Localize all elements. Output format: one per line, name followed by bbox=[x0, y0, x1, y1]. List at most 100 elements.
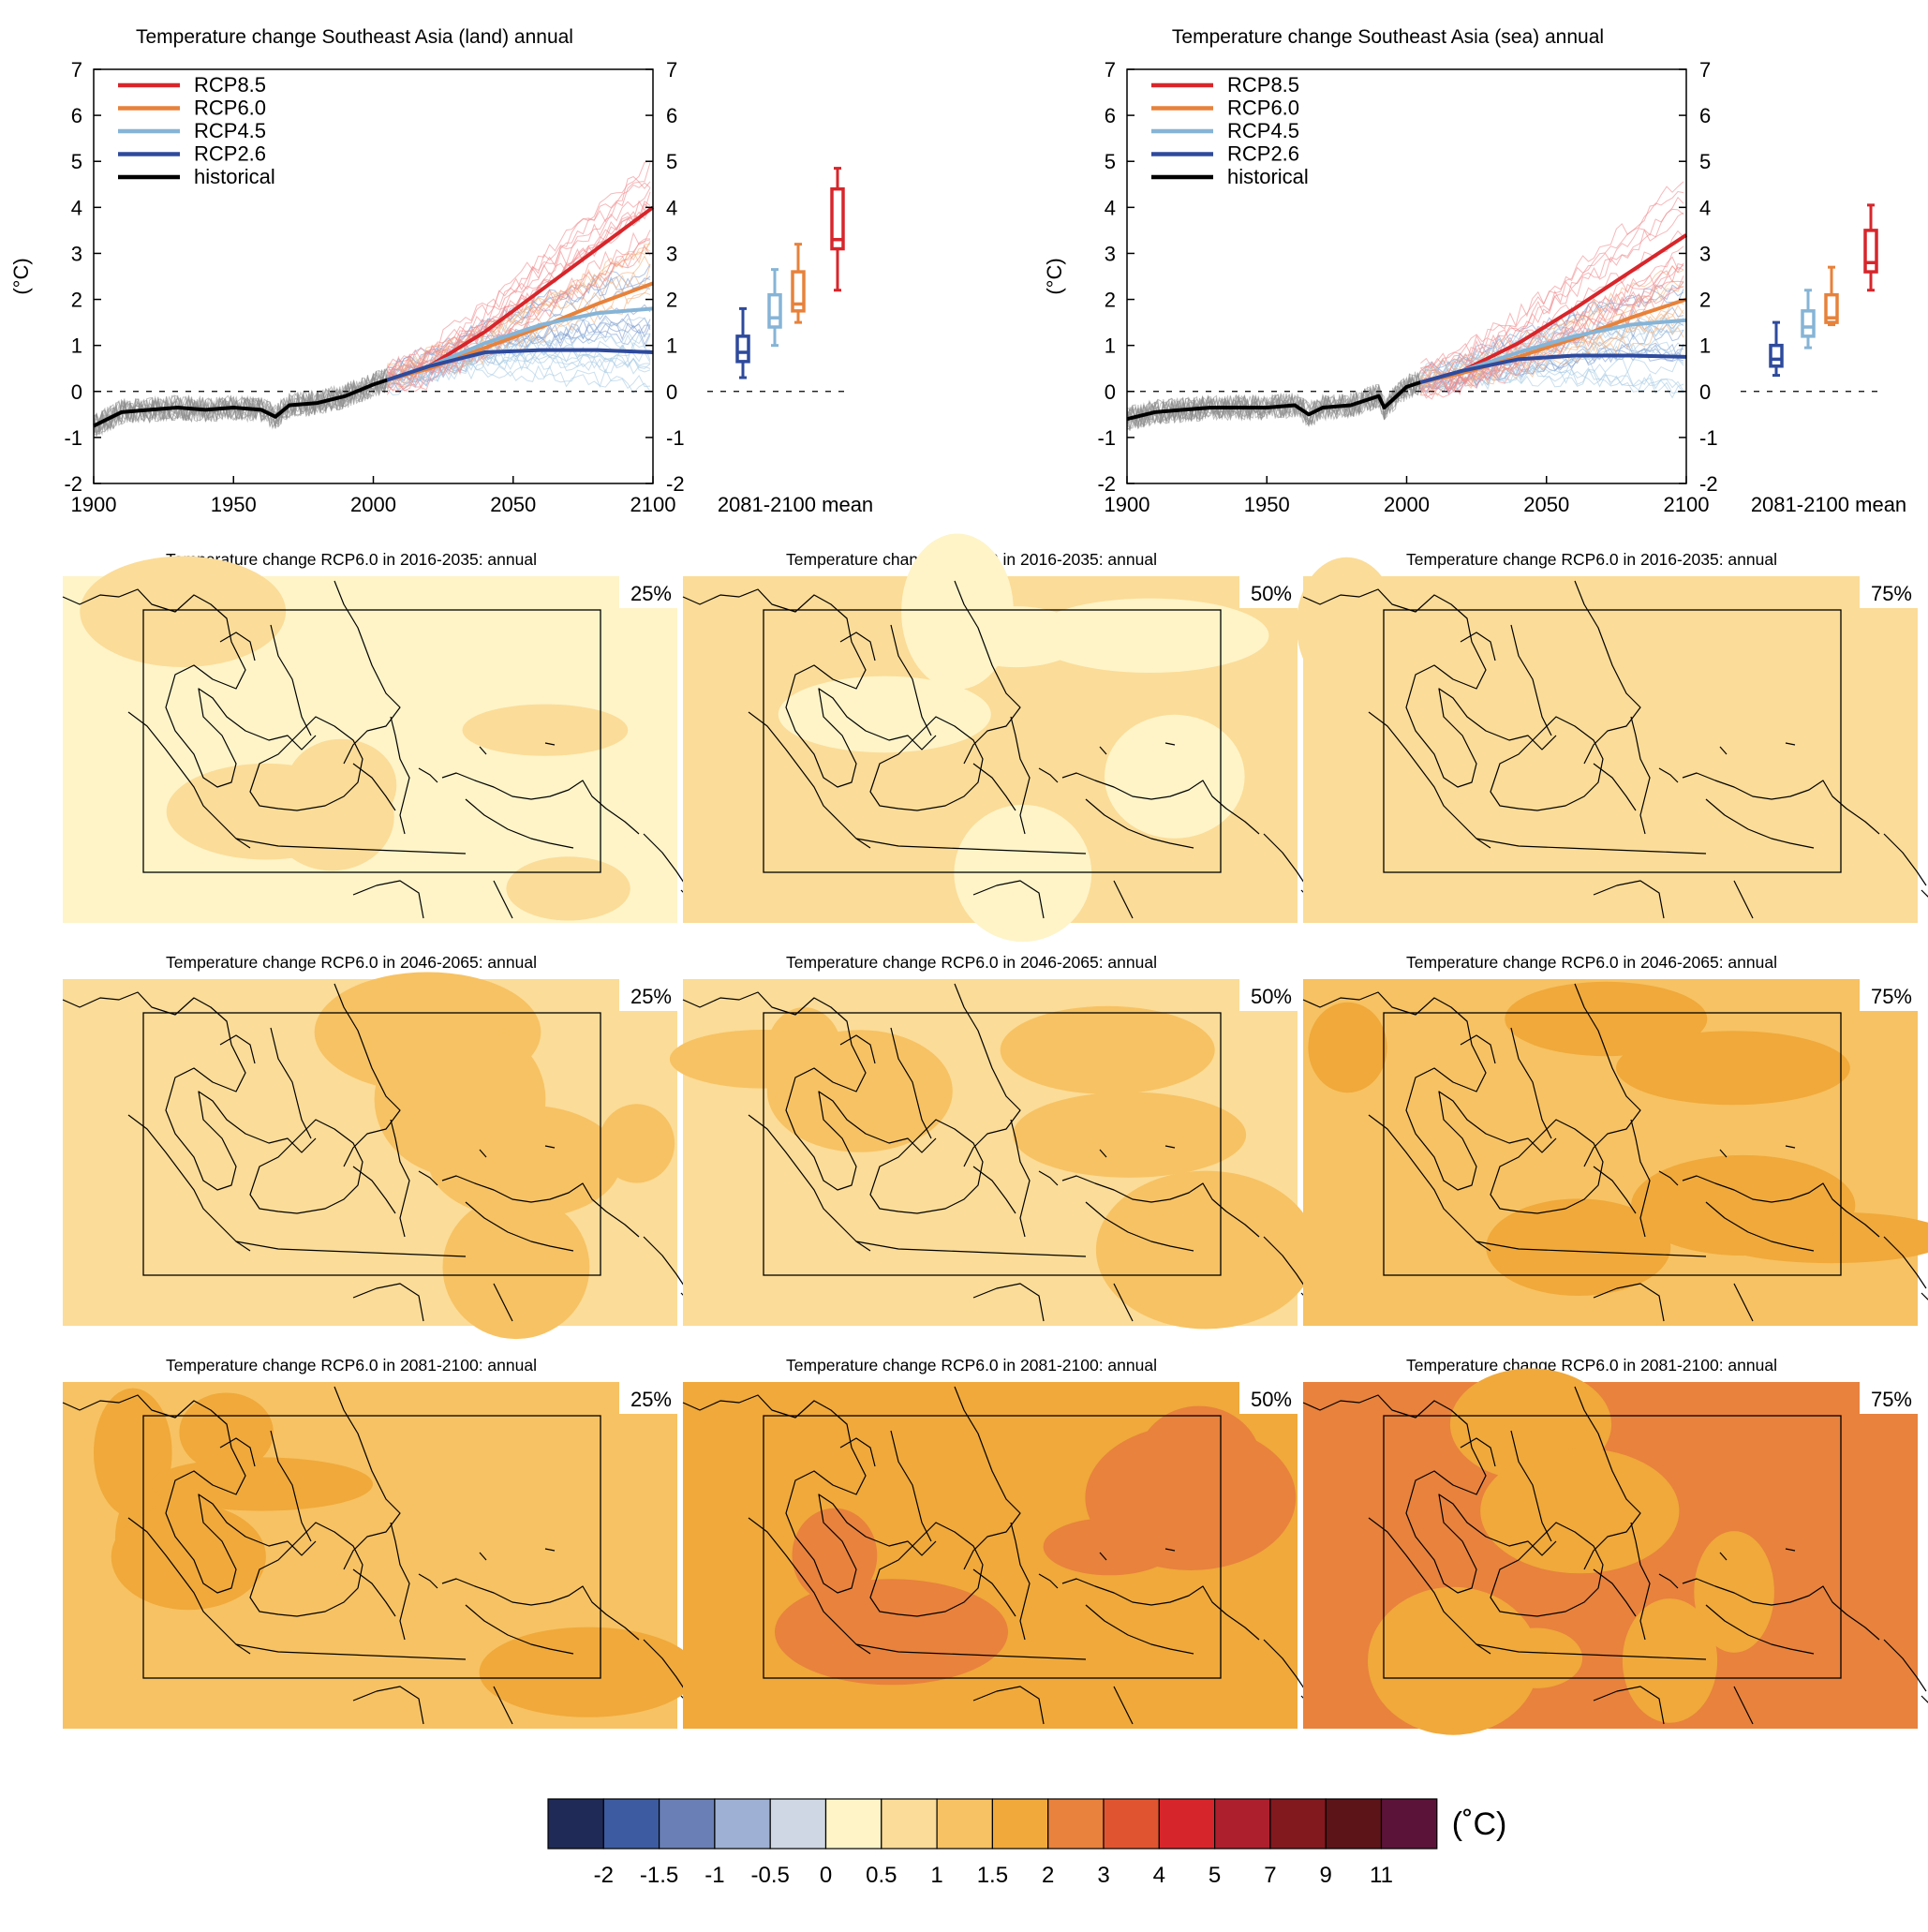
coastline bbox=[441, 1578, 640, 1641]
coastline bbox=[127, 1517, 251, 1655]
map-title: Temperature change RCP6.0 in 2046-2065: … bbox=[1406, 953, 1777, 972]
legend-label-rcp45: RCP4.5 bbox=[1227, 119, 1299, 142]
coastline bbox=[748, 1114, 871, 1252]
coastline bbox=[334, 580, 401, 765]
coastline bbox=[479, 1552, 487, 1561]
coastline bbox=[235, 1241, 467, 1257]
y-tick-label-left: 1 bbox=[71, 334, 82, 358]
coastline bbox=[418, 767, 438, 783]
coastline bbox=[890, 1430, 932, 1542]
map-value-patch bbox=[1013, 1092, 1247, 1178]
coastline bbox=[1883, 1236, 1927, 1289]
coastline bbox=[1010, 1119, 1031, 1238]
legend-label-rcp60: RCP6.0 bbox=[1227, 97, 1299, 120]
y-tick-label-right: 5 bbox=[1699, 150, 1711, 173]
coastline bbox=[418, 1170, 438, 1186]
coastline bbox=[334, 983, 401, 1167]
map-value-patch bbox=[948, 606, 1084, 668]
x-tick-label: 2050 bbox=[490, 493, 536, 516]
coastline bbox=[390, 1522, 410, 1641]
y-tick-label-right: 0 bbox=[1699, 380, 1711, 404]
percentile-badge-bg bbox=[619, 979, 677, 1011]
coastline bbox=[1302, 991, 1557, 1191]
percentile-label: 50% bbox=[1251, 582, 1292, 605]
coastline bbox=[869, 1522, 984, 1617]
box-body bbox=[1801, 309, 1816, 338]
coastline bbox=[127, 711, 251, 849]
coastline bbox=[1085, 798, 1194, 849]
y-tick-label-right: -1 bbox=[1699, 426, 1718, 450]
coastline bbox=[493, 1283, 513, 1322]
historical-mean-line bbox=[1126, 380, 1422, 422]
coastline bbox=[1733, 1686, 1754, 1725]
coastline bbox=[1460, 1034, 1496, 1064]
coastline bbox=[1010, 1522, 1031, 1641]
coastline bbox=[1085, 1201, 1194, 1252]
colorbar-segment bbox=[991, 1798, 1049, 1850]
coastline bbox=[954, 580, 1021, 765]
coastline bbox=[544, 1145, 556, 1149]
coastline bbox=[643, 1639, 687, 1692]
y-tick-label-right: 3 bbox=[666, 242, 677, 265]
colorbar-tick-label: 11 bbox=[1370, 1863, 1393, 1888]
box-axis-label: 2081-2100 mean bbox=[718, 493, 873, 516]
coastline bbox=[839, 632, 876, 661]
map-value-patch bbox=[1505, 981, 1708, 1057]
coastline bbox=[270, 1027, 312, 1139]
box-rcp85 bbox=[1863, 203, 1878, 292]
colorbar-segment bbox=[1103, 1798, 1160, 1850]
y-tick-label-right: 4 bbox=[666, 196, 677, 219]
box-rcp26 bbox=[735, 306, 750, 379]
coastline bbox=[1593, 763, 1637, 811]
coastline bbox=[643, 1236, 687, 1289]
coastline bbox=[1113, 1686, 1134, 1725]
colorbar-segment bbox=[824, 1798, 882, 1850]
y-axis-label: (°C) bbox=[9, 258, 33, 294]
coastline bbox=[839, 1034, 876, 1064]
coastline bbox=[390, 716, 410, 835]
colorbar-segment bbox=[658, 1798, 716, 1850]
coastline bbox=[1302, 588, 1557, 788]
coastline bbox=[1733, 1283, 1754, 1322]
box-rcp85 bbox=[830, 167, 845, 292]
rcp26-mean-line bbox=[386, 348, 654, 382]
box-rcp60 bbox=[1824, 265, 1839, 327]
historical-member-line bbox=[93, 369, 388, 429]
coastline bbox=[682, 991, 937, 1191]
timeseries-panel-0: Temperature change Southeast Asia (land)… bbox=[9, 26, 873, 516]
historical-mean-line bbox=[93, 378, 389, 428]
map-value-patch bbox=[1622, 1598, 1718, 1723]
coastline bbox=[479, 1149, 487, 1158]
x-tick-label: 2000 bbox=[1384, 493, 1430, 516]
y-tick-label-left: 2 bbox=[1105, 289, 1116, 312]
y-tick-label-right: 7 bbox=[666, 58, 677, 82]
y-tick-label-right: -2 bbox=[1699, 472, 1718, 496]
coastline bbox=[643, 833, 687, 886]
percentile-badge-bg bbox=[619, 576, 677, 608]
y-tick-label-left: 1 bbox=[1105, 334, 1116, 358]
percentile-label: 75% bbox=[1871, 985, 1912, 1008]
region-box bbox=[142, 1012, 601, 1276]
map-canvas: 50% bbox=[669, 979, 1316, 1330]
y-tick-label-right: 7 bbox=[1699, 58, 1711, 82]
box-rcp45 bbox=[767, 268, 782, 348]
rcp45-member-line bbox=[386, 340, 651, 389]
map-value-patch bbox=[792, 1508, 878, 1603]
map-value-patch bbox=[1616, 1031, 1850, 1106]
legend-label-rcp45: RCP4.5 bbox=[194, 119, 266, 142]
map-value-patch bbox=[1439, 723, 1548, 777]
historical-member-line bbox=[1126, 377, 1421, 430]
x-tick-label: 1950 bbox=[1244, 493, 1290, 516]
coastline bbox=[1883, 833, 1927, 886]
y-tick-label-left: 6 bbox=[1105, 104, 1116, 127]
coastline bbox=[1164, 1548, 1176, 1552]
y-tick-label-right: 2 bbox=[1699, 289, 1711, 312]
coastline bbox=[465, 798, 574, 849]
coastline bbox=[1061, 1175, 1260, 1238]
map-panel-2: Temperature change RCP6.0 in 2016-2035: … bbox=[1296, 550, 1928, 923]
y-tick-label-left: 7 bbox=[1105, 58, 1116, 82]
y-tick-label-right: 6 bbox=[666, 104, 677, 127]
map-value-patch bbox=[111, 1504, 266, 1611]
coastline bbox=[1302, 1394, 1557, 1594]
coastline bbox=[465, 1201, 574, 1252]
